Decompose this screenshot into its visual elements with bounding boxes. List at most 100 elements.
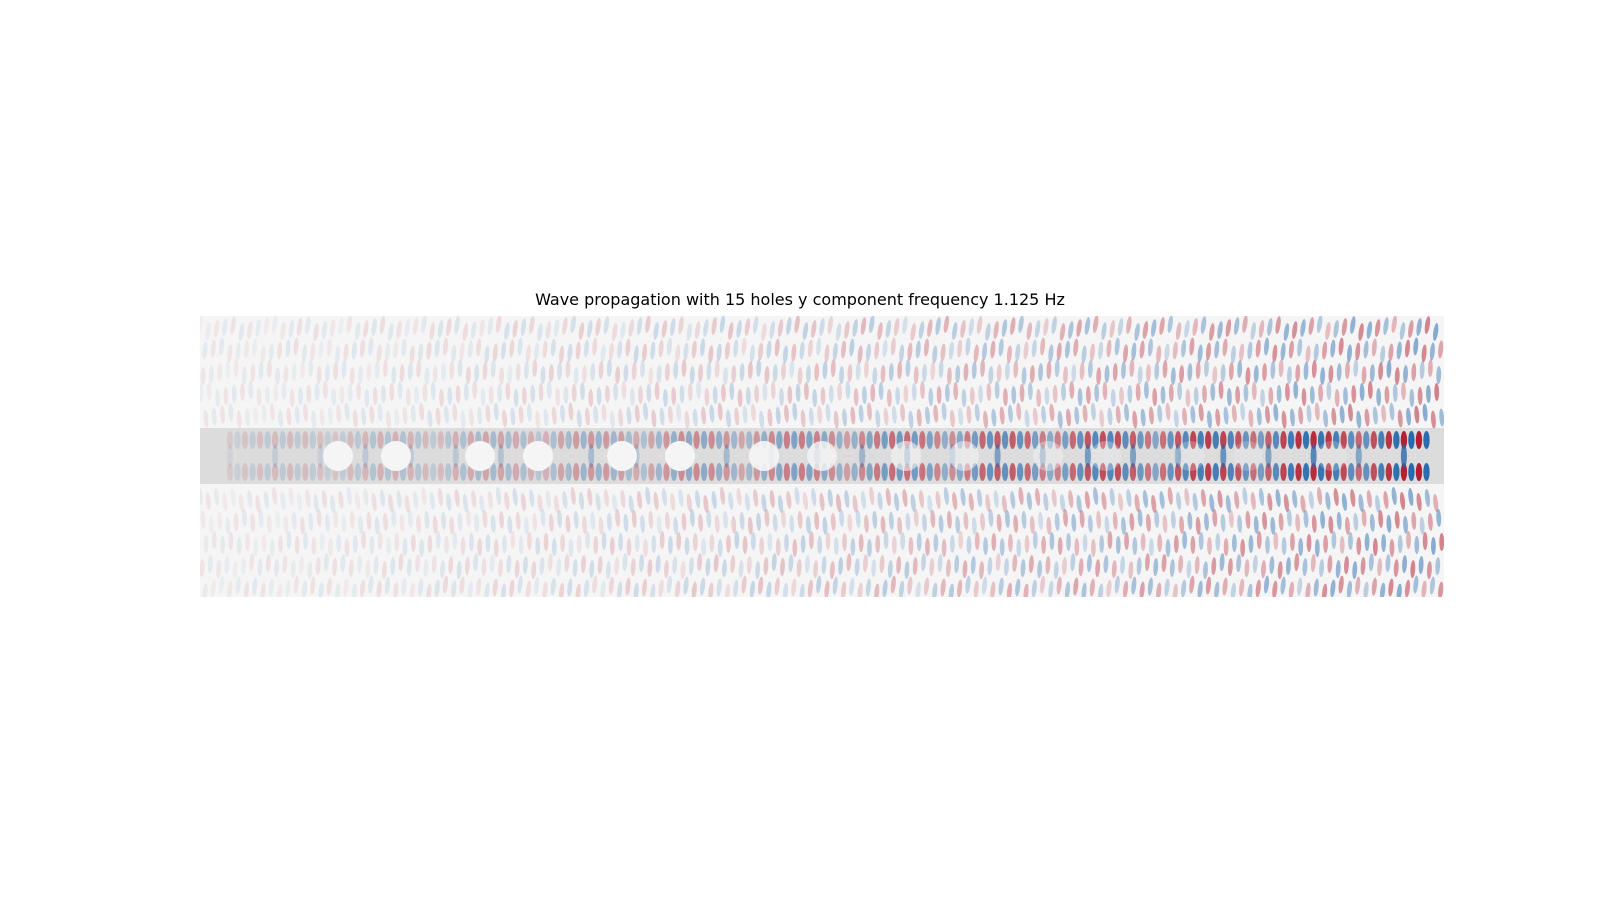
field-mark [1114, 337, 1120, 356]
guided-wave-mark [1069, 463, 1077, 481]
field-mark [902, 489, 908, 507]
field-mark [348, 559, 354, 578]
field-mark [905, 359, 911, 378]
field-mark [887, 560, 893, 579]
guided-wave-mark [347, 463, 354, 481]
field-mark [645, 316, 651, 333]
guided-wave-mark [249, 463, 256, 481]
field-mark [1403, 515, 1408, 534]
guided-wave-mark [1235, 431, 1242, 449]
field-mark [1212, 366, 1218, 385]
field-mark [891, 405, 897, 424]
field-mark [1292, 490, 1298, 508]
field-mark [1242, 316, 1248, 333]
field-mark [1396, 341, 1402, 360]
field-mark [1148, 406, 1154, 425]
field-mark [745, 386, 751, 405]
field-mark [671, 386, 677, 405]
field-mark [476, 577, 482, 596]
field-mark [755, 561, 761, 580]
field-mark [1275, 316, 1281, 334]
field-mark [1054, 359, 1060, 378]
field-mark [542, 340, 548, 359]
guided-wave-mark [730, 431, 738, 449]
field-mark [534, 342, 540, 361]
field-mark [839, 366, 845, 385]
field-mark [1333, 488, 1339, 506]
field-mark [719, 487, 726, 505]
guided-wave-mark [1287, 463, 1295, 481]
field-mark [1328, 515, 1334, 534]
field-mark [242, 508, 247, 527]
field-mark [372, 386, 378, 405]
guided-wave-mark [866, 431, 873, 449]
field-mark [1347, 403, 1353, 422]
field-mark [1187, 511, 1193, 530]
guided-wave-mark [1250, 431, 1257, 449]
field-mark [1211, 557, 1217, 576]
field-mark [1165, 402, 1171, 421]
field-mark [1421, 580, 1427, 597]
field-mark [484, 582, 490, 597]
field-mark [455, 384, 461, 403]
guided-wave-mark [1370, 431, 1378, 449]
field-mark [1110, 388, 1116, 407]
field-mark [1106, 579, 1112, 597]
field-mark [1258, 320, 1265, 338]
field-mark [575, 583, 581, 597]
field-mark [918, 321, 925, 339]
field-mark [692, 533, 698, 551]
field-mark [621, 380, 627, 399]
field-mark [410, 404, 416, 423]
field-mark [1372, 538, 1378, 556]
field-mark [1026, 322, 1033, 340]
field-mark [957, 579, 963, 597]
guided-wave-mark [497, 431, 505, 449]
field-mark [842, 408, 848, 427]
field-mark [1142, 321, 1149, 339]
field-mark [431, 555, 437, 574]
field-mark [336, 404, 342, 423]
field-mark [510, 407, 516, 426]
field-mark [548, 513, 554, 532]
guided-wave-mark [1175, 444, 1182, 468]
field-mark [482, 362, 488, 381]
field-mark [1028, 555, 1034, 574]
field-mark [647, 559, 653, 578]
guided-wave-mark [1144, 431, 1152, 449]
field-mark [666, 575, 672, 594]
field-mark [1210, 382, 1216, 401]
field-mark [572, 559, 578, 578]
field-mark [476, 338, 482, 357]
field-mark [1204, 359, 1209, 378]
guided-wave-mark [1325, 463, 1332, 481]
field-mark [318, 581, 324, 597]
field-mark [538, 382, 544, 401]
field-mark [1237, 360, 1243, 379]
field-mark [1089, 578, 1095, 597]
field-mark [665, 363, 670, 382]
field-mark [883, 407, 889, 426]
field-mark [1372, 406, 1378, 425]
field-mark [343, 578, 349, 597]
guided-wave-mark [414, 431, 422, 449]
field-mark [1345, 516, 1350, 535]
guided-wave-mark [949, 463, 956, 481]
field-mark [210, 339, 216, 358]
field-mark [1122, 580, 1129, 597]
field-mark [991, 533, 997, 551]
field-mark [216, 560, 222, 579]
guided-wave-mark [1092, 463, 1099, 481]
field-mark [563, 385, 569, 404]
field-mark [504, 492, 510, 510]
field-mark [1008, 534, 1013, 552]
field-mark [210, 579, 216, 597]
field-mark [623, 513, 629, 532]
field-mark [1018, 487, 1024, 505]
field-mark [388, 494, 394, 512]
field-mark [477, 406, 483, 425]
guided-wave-mark [1137, 431, 1144, 449]
guided-wave-mark [1062, 431, 1069, 449]
field-mark [825, 532, 831, 550]
field-mark [484, 345, 490, 364]
